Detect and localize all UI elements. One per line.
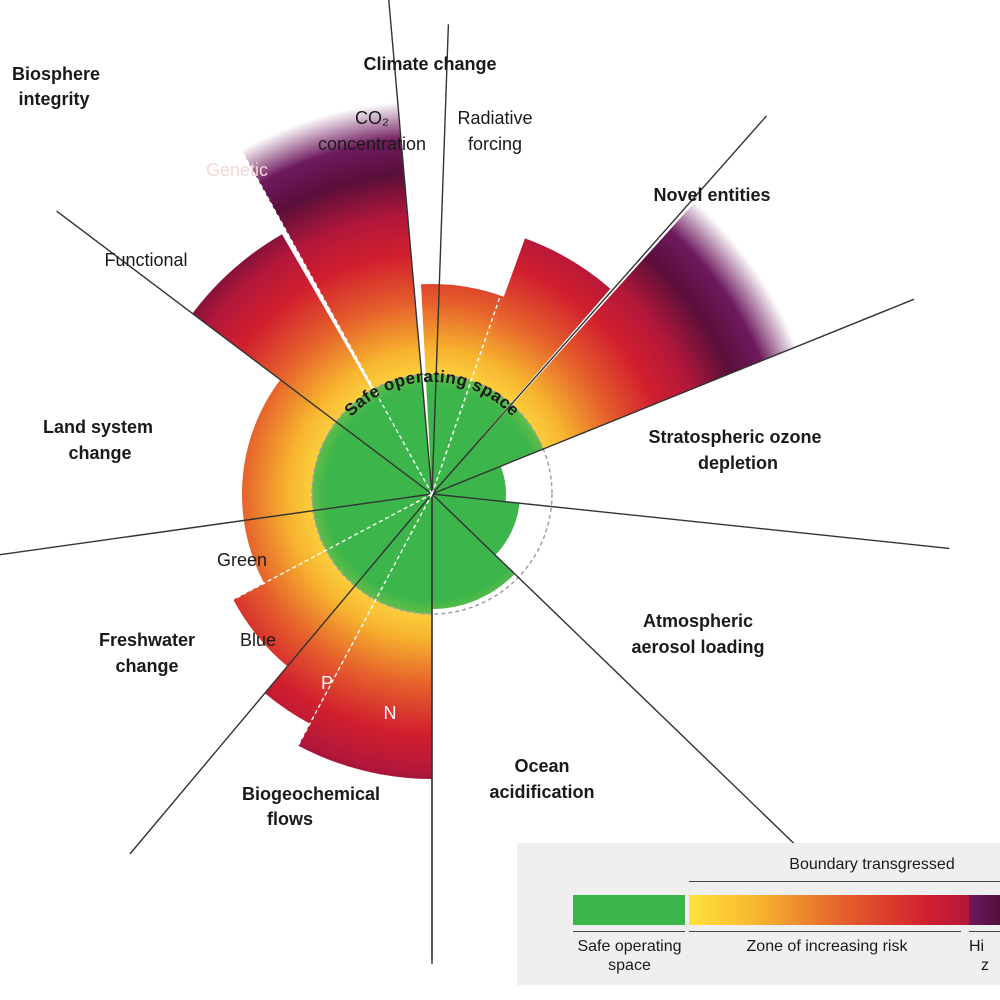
safe-wedge-aerosol [432,494,520,556]
divider-line-5 [431,493,807,856]
ocean-label-2: acidification [489,782,594,802]
safe-wedge-novel-entities [432,404,544,494]
safe-wedge-ozone [432,466,506,502]
safe-wedge-biogeochemical [354,494,432,614]
divider-line-8 [129,493,433,855]
divider-line-1 [388,0,433,495]
radiative-forcing-label-1: Radiative [457,108,532,128]
safe-wedge-radiative-forcing [432,381,511,494]
legend-transgressed-rule [689,881,1000,882]
legend: Boundary transgressed Safe operating spa… [517,843,1000,985]
legend-high-risk-swatch [969,895,1000,925]
aerosol-label-2: aerosol loading [631,637,764,657]
divider-line-4 [431,493,950,550]
legend-high-risk-rule [969,931,1000,932]
divider-line-9 [0,493,433,556]
co2-label-2: concentration [318,134,426,154]
aerosol-label-1: Atmospheric [643,611,753,631]
legend-risk-rule [689,931,961,932]
sub-divider-line-2 [297,493,433,746]
safe-wedge-co2 [425,374,473,494]
sub-divider-line-4 [232,135,433,495]
freshwater-label-1: Freshwater [99,630,195,650]
freshwater-label-2: change [115,656,178,676]
divider-line-2 [431,115,768,495]
land-system-label-1: Land system [43,417,153,437]
nitrogen-label: N [384,703,397,723]
climate-change-label: Climate change [363,54,496,74]
green-water-label: Green [217,550,267,570]
blue-water-label: Blue [240,630,276,650]
land-system-label-2: change [68,443,131,463]
legend-high-risk-label-1: Hi [969,938,985,955]
functional-label: Functional [104,250,187,270]
genetic-label: Genetic [206,160,268,180]
biosphere-label-2: integrity [18,89,89,109]
legend-safe-label-1: Safe operating [577,938,682,955]
legend-safe-swatch [573,895,685,925]
legend-safe-rule [573,931,685,932]
biosphere-label-1: Biosphere [12,64,100,84]
phosphorus-label: P [321,673,333,693]
novel-entities-label: Novel entities [653,185,770,205]
legend-safe-label-2: space [608,957,651,974]
legend-high-risk-label-2: z [981,957,989,974]
co2-label-1: CO₂ [355,108,389,128]
biogeochemical-label-2: flows [267,809,313,829]
legend-transgressed-label: Boundary transgressed [789,856,955,873]
ozone-label-1: Stratospheric ozone [648,427,821,447]
divider-line-11 [431,24,450,495]
safe-wedge-biosphere [336,374,432,494]
sub-divider-line-1 [431,236,522,495]
risk-wedge-genetic [189,0,432,494]
boundary-ring [311,373,553,615]
safe-wedge-ocean [432,494,515,609]
biogeochemical-label-1: Biogeochemical [242,784,380,804]
ozone-label-2: depletion [698,453,778,473]
divider-lines [0,0,950,964]
divider-line-3 [431,298,915,495]
safe-operating-space [312,374,544,614]
sub-divider-line-3 [232,493,433,601]
ocean-label-1: Ocean [514,756,569,776]
safe-wedge-freshwater [313,494,432,586]
divider-line-10 [56,210,433,495]
legend-risk-swatch [689,895,969,925]
radiative-forcing-label-2: forcing [468,134,522,154]
legend-risk-label: Zone of increasing risk [746,938,908,955]
risk-wedge-novel-entities [432,174,831,494]
safe-wedge-land-system [312,421,432,511]
